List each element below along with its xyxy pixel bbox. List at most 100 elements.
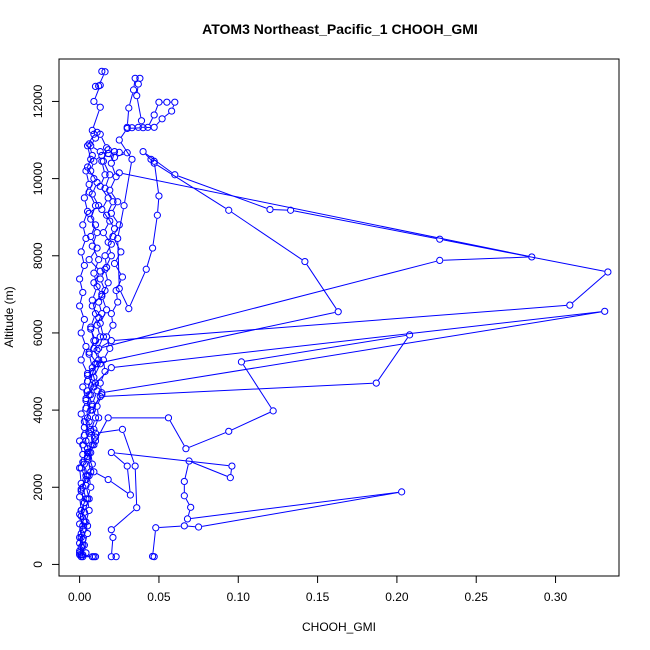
- series-segment: [114, 452, 229, 467]
- series-segment: [129, 272, 146, 306]
- series-segment: [120, 291, 128, 306]
- data-point: [436, 256, 444, 264]
- series-segment: [101, 374, 105, 380]
- data-point: [88, 242, 96, 250]
- series-segment: [98, 311, 335, 364]
- data-point: [76, 520, 84, 528]
- series-segment: [91, 421, 95, 429]
- series-segment: [191, 491, 399, 519]
- series-segment: [86, 411, 89, 419]
- data-point: [82, 404, 90, 412]
- data-point: [77, 410, 85, 418]
- series-segment: [102, 299, 106, 307]
- series-segment: [152, 218, 158, 245]
- data-point: [95, 344, 103, 352]
- series-segment: [101, 137, 106, 145]
- data-point: [88, 364, 96, 372]
- data-point: [88, 400, 96, 408]
- data-point: [106, 217, 114, 225]
- series-segment: [79, 546, 82, 552]
- series-segment: [93, 249, 98, 257]
- data-point: [82, 342, 90, 351]
- y-axis: 0 2000 4000 6000 8000 10000 12000: [31, 84, 60, 568]
- series-segment: [93, 235, 97, 243]
- series-segment: [107, 328, 112, 334]
- data-point: [83, 522, 92, 530]
- series-segment: [90, 250, 96, 257]
- series-segment: [87, 384, 91, 392]
- series-segment: [133, 81, 136, 87]
- series-2: [91, 425, 141, 561]
- series-segment: [306, 264, 337, 309]
- data-point: [115, 221, 123, 229]
- series-segment: [90, 434, 93, 442]
- data-point: [405, 331, 414, 339]
- data-point: [123, 462, 131, 470]
- series-segment: [93, 289, 97, 297]
- data-point: [88, 151, 96, 160]
- series-segment: [84, 438, 88, 446]
- series-segment: [145, 153, 173, 174]
- data-point: [155, 192, 163, 200]
- series-segment: [244, 334, 407, 362]
- series-segment: [81, 417, 85, 425]
- series-segment: [94, 351, 98, 357]
- data-point: [187, 503, 195, 511]
- series-segment: [101, 342, 109, 347]
- series-segment: [157, 199, 160, 212]
- series-segment: [103, 200, 107, 207]
- data-point: [96, 182, 104, 190]
- data-point: [168, 107, 176, 115]
- data-point: [98, 389, 106, 397]
- data-point: [604, 268, 612, 276]
- series-segment: [102, 285, 108, 294]
- data-point: [93, 346, 101, 354]
- data-point: [150, 111, 158, 119]
- y-tick-label: 10000: [31, 162, 45, 196]
- series-segment: [81, 322, 85, 330]
- series-segment: [127, 469, 131, 492]
- data-point: [82, 549, 90, 557]
- data-point: [107, 364, 115, 372]
- series-segment: [92, 173, 96, 180]
- data-point: [91, 414, 100, 422]
- data-point: [79, 526, 87, 534]
- data-point: [225, 206, 233, 214]
- series-segment: [89, 398, 92, 403]
- data-point: [96, 81, 104, 89]
- data-point: [76, 302, 84, 310]
- series-segment: [104, 223, 109, 230]
- data-point: [88, 296, 96, 304]
- series-segment: [152, 531, 156, 553]
- data-point: [142, 265, 150, 273]
- series-segment: [116, 293, 118, 299]
- data-point: [126, 491, 134, 499]
- series-segment: [91, 208, 95, 216]
- data-point: [183, 515, 192, 523]
- data-point: [98, 67, 106, 75]
- y-tick-label: 8000: [31, 242, 45, 269]
- series-segment: [83, 465, 86, 473]
- data-point: [83, 163, 92, 171]
- series-segment: [86, 397, 91, 405]
- series-segment: [96, 103, 98, 106]
- chart-title: ATOM3 Northeast_Pacific_1 CHOOH_GMI: [202, 21, 478, 37]
- data-point: [83, 377, 92, 385]
- data-point: [87, 325, 95, 333]
- series-segment: [572, 273, 606, 304]
- data-point: [77, 329, 85, 337]
- data-point: [95, 298, 103, 306]
- series-segment: [164, 112, 170, 117]
- series-segment: [104, 164, 109, 172]
- series-segment: [91, 330, 94, 338]
- x-tick-label: 0.05: [147, 590, 171, 604]
- series-segment: [156, 164, 226, 209]
- series-segment: [89, 147, 92, 153]
- data-point: [77, 512, 85, 520]
- series-4: [114, 74, 179, 313]
- data-point: [98, 292, 106, 300]
- series-segment: [120, 131, 126, 138]
- series-segment: [94, 88, 100, 99]
- data-point: [91, 134, 100, 142]
